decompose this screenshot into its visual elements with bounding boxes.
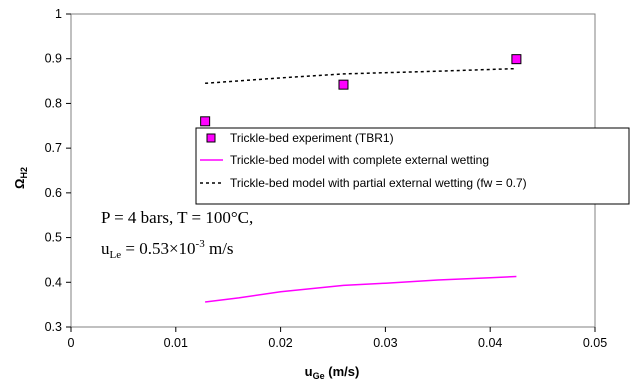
legend-label-experiment: Trickle-bed experiment (TBR1) (230, 131, 394, 145)
x-tick-label: 0.05 (583, 336, 607, 350)
y-axis-label-main: Ω (12, 179, 27, 189)
series-line-complete-wetting (205, 275, 517, 303)
data-point-experiment (511, 54, 522, 65)
y-tick-label: 0.6 (45, 186, 62, 200)
legend-marker-experiment (206, 133, 216, 143)
y-tick-label: 0.5 (45, 231, 62, 245)
x-tick-label: 0.03 (373, 336, 397, 350)
legend-label-partial: Trickle-bed model with partial external … (230, 176, 527, 190)
condition-text-2: uLe = 0.53×10-3 m/s (101, 238, 234, 261)
condition-unit: m/s (205, 239, 234, 258)
legend-label-complete: Trickle-bed model with complete external… (230, 153, 489, 167)
condition-u: u (101, 239, 110, 258)
x-axis-label-main: u (305, 364, 313, 379)
y-axis-label: ΩH2 (12, 167, 29, 189)
x-axis-label-rest: (m/s) (325, 364, 360, 379)
condition-text-1: P = 4 bars, T = 100°C, (101, 208, 253, 227)
series-line-partial-wetting (205, 67, 517, 85)
y-axis-label-sub: H2 (19, 167, 29, 179)
y-tick-label: 1 (55, 7, 62, 21)
x-tick-label: 0.04 (478, 336, 502, 350)
x-axis-label-sub: Ge (313, 371, 325, 381)
series-layer (200, 54, 522, 303)
condition-eq: = 0.53×10 (121, 239, 195, 258)
data-point-experiment (338, 79, 349, 90)
y-tick-label: 0.7 (45, 141, 62, 155)
y-tick-label: 0.8 (45, 96, 62, 110)
condition-exp: -3 (196, 238, 206, 250)
condition-u-sub: Le (110, 249, 122, 261)
data-point-experiment (200, 116, 211, 127)
legend: Trickle-bed experiment (TBR1) Trickle-be… (195, 127, 630, 205)
y-tick-label: 0.3 (45, 320, 62, 334)
x-axis-label: uGe (m/s) (305, 364, 360, 381)
y-tick-label: 0.4 (45, 275, 62, 289)
x-tick-label: 0.01 (164, 336, 188, 350)
axes: 0 0.01 0.02 0.03 0.04 0.05 0.3 0.4 0.5 0.6 0.7 0.8 0… (45, 7, 608, 350)
x-tick-label: 0.02 (268, 336, 292, 350)
legend-box (195, 127, 630, 205)
y-tick-label: 0.9 (45, 52, 62, 66)
x-tick-label: 0 (68, 336, 75, 350)
